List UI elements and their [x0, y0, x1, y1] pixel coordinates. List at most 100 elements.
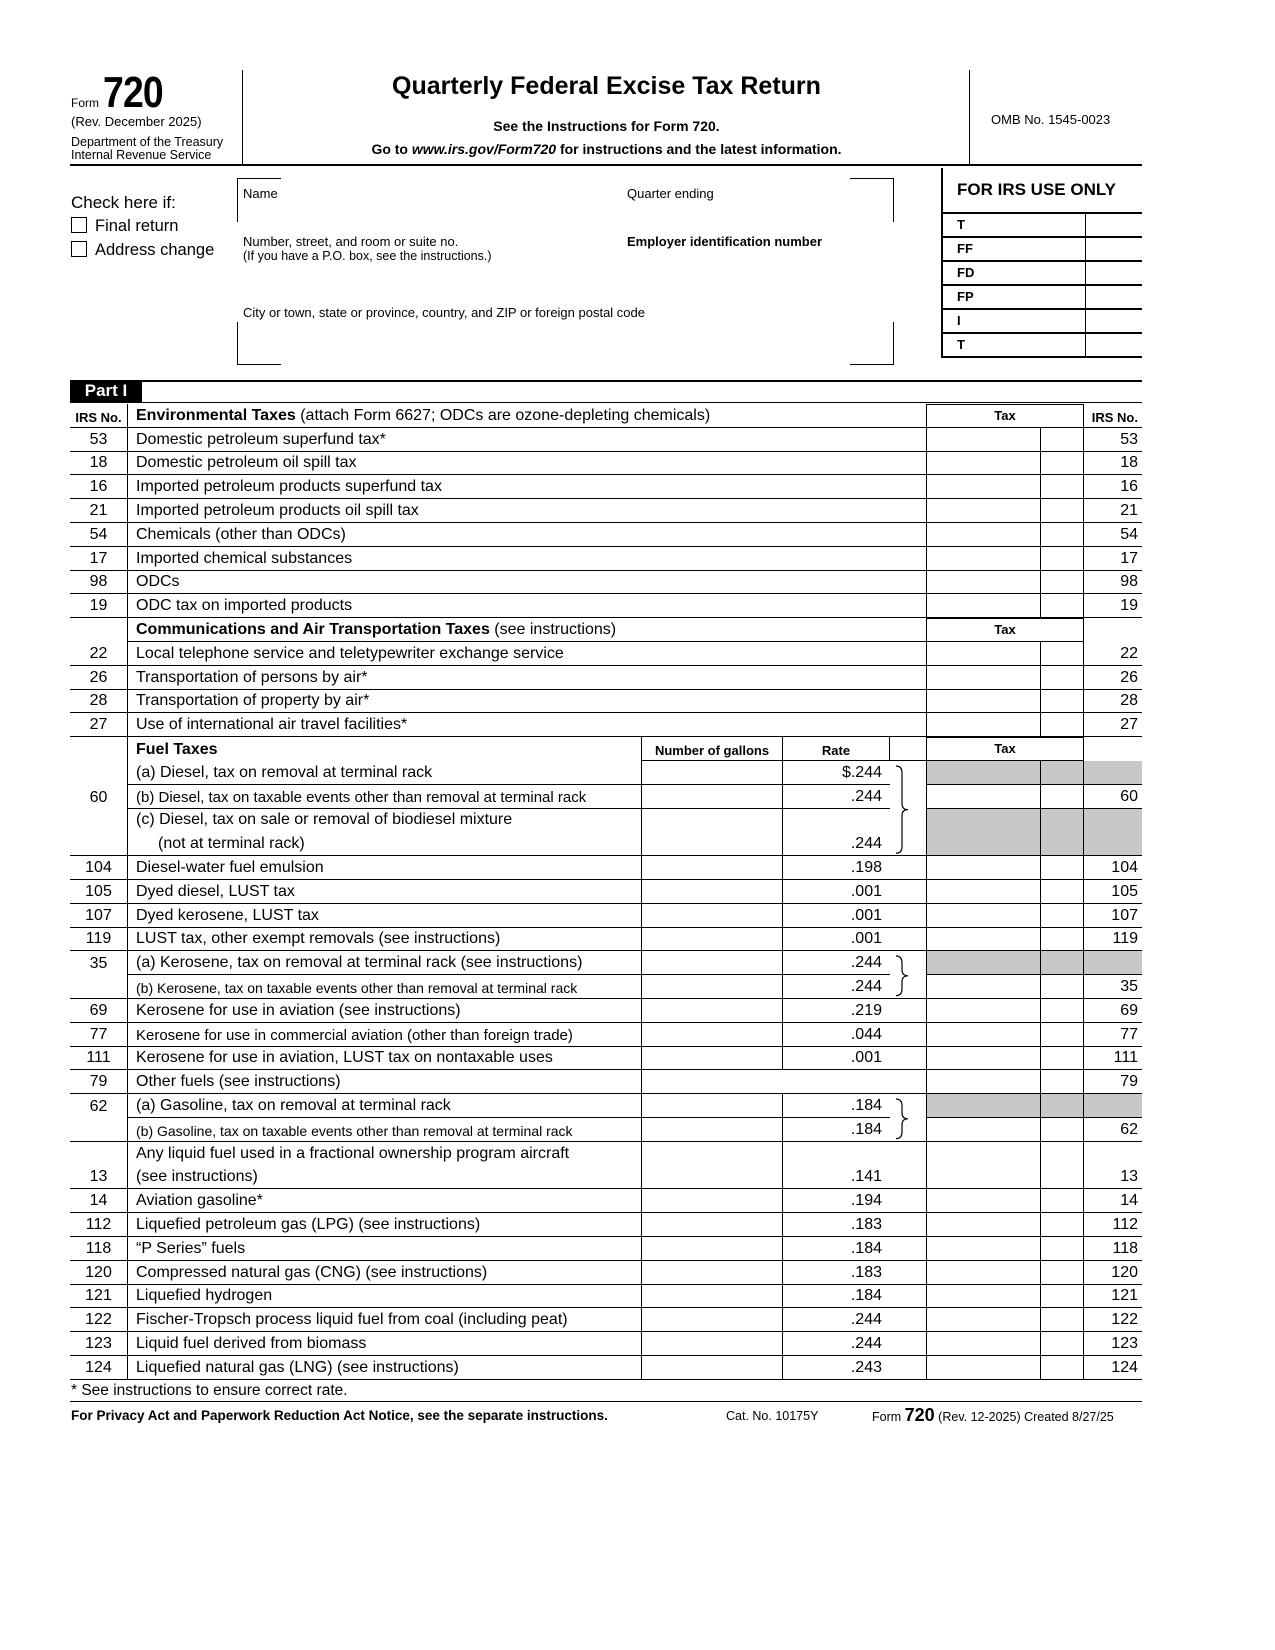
tax-cents-input[interactable] [1041, 975, 1084, 999]
tax-dollars-input[interactable] [927, 499, 1041, 523]
final-return-checkbox[interactable] [71, 217, 87, 233]
tax-cents-input[interactable] [1041, 665, 1084, 690]
tax-cents-input[interactable] [1041, 1213, 1084, 1237]
tax-dollars-input[interactable] [927, 427, 1041, 452]
gallons-input[interactable] [642, 1332, 783, 1356]
tax-cents-input[interactable] [1041, 642, 1084, 666]
tax-dollars-input[interactable] [927, 713, 1041, 738]
gallons-input[interactable] [642, 1284, 783, 1309]
tax-dollars-input[interactable] [927, 1118, 1041, 1142]
address-change-checkbox[interactable] [71, 241, 87, 257]
tax-dollars-input[interactable] [927, 903, 1041, 928]
tax-cents-input[interactable] [1041, 1284, 1084, 1309]
gallons-input[interactable] [642, 1046, 783, 1071]
irs-use-only-box: FOR IRS USE ONLY T FF FD FP I T [941, 168, 1142, 358]
gallons-input[interactable] [642, 1237, 783, 1261]
tax-cents-input[interactable] [1041, 594, 1084, 619]
gallons-input[interactable] [642, 975, 783, 999]
tax-dollars-input[interactable] [927, 856, 1041, 880]
tax-cents-input[interactable] [1041, 1260, 1084, 1285]
gallons-input[interactable] [642, 761, 783, 785]
gallons-input[interactable] [642, 1213, 783, 1237]
ein-field[interactable]: Employer identification number [627, 234, 823, 249]
tax-dollars-input[interactable] [927, 1308, 1041, 1333]
gallons-input[interactable] [642, 1260, 783, 1285]
tax-dollars-input[interactable] [927, 523, 1041, 547]
tax-dollars-input[interactable] [927, 475, 1041, 500]
tax-cents-input[interactable] [1041, 689, 1084, 714]
gallons-input[interactable] [642, 999, 783, 1023]
tax-cents-input[interactable] [1041, 1332, 1084, 1356]
tax-cents-input[interactable] [1041, 570, 1084, 595]
gallons-input[interactable] [642, 1189, 783, 1214]
tax-dollars-input[interactable] [927, 1189, 1041, 1214]
irs-link[interactable]: www.irs.gov/Form720 [411, 141, 557, 157]
tax-dollars-input[interactable] [927, 1213, 1041, 1237]
tax-cents-input[interactable] [1041, 1237, 1084, 1261]
tax-dollars-input[interactable] [927, 1356, 1041, 1380]
tax-cents-input[interactable] [1041, 1046, 1084, 1071]
gallons-input[interactable] [642, 1118, 783, 1142]
tax-dollars-input[interactable] [927, 570, 1041, 595]
tax-dollars-input[interactable] [927, 1070, 1041, 1095]
tax-dollars-input[interactable] [927, 1046, 1041, 1071]
gallons-input[interactable] [642, 1356, 783, 1380]
tax-dollars-input[interactable] [927, 451, 1041, 476]
tax-cents-input[interactable] [1041, 880, 1084, 904]
gallons-input[interactable] [642, 927, 783, 952]
tax-dollars-input[interactable] [927, 784, 1041, 809]
tax-cents-input[interactable] [1041, 903, 1084, 928]
tax-cents-input[interactable] [1041, 713, 1084, 738]
final-return-option[interactable]: Final return [71, 217, 178, 236]
tax-cents-input[interactable] [1041, 1118, 1084, 1142]
tax-dollars-input[interactable] [927, 689, 1041, 714]
tax-cents-input[interactable] [1041, 1141, 1084, 1190]
tax-dollars-input[interactable] [927, 594, 1041, 619]
tax-dollars-input[interactable] [927, 665, 1041, 690]
tax-dollars-input[interactable] [927, 1141, 1041, 1190]
tax-cents-input[interactable] [1041, 927, 1084, 952]
tax-cents-input[interactable] [1041, 499, 1084, 523]
quarter-ending-field[interactable]: Quarter ending [627, 186, 714, 201]
gallons-input[interactable] [642, 1022, 783, 1047]
tax-cents-input[interactable] [1041, 451, 1084, 476]
gallons-input[interactable] [642, 808, 783, 857]
gallons-input[interactable] [642, 951, 783, 976]
tax-dollars-input[interactable] [927, 880, 1041, 904]
tax-cents-input[interactable] [1041, 1356, 1084, 1380]
tax-cents-input[interactable] [1041, 546, 1084, 571]
name-field[interactable]: Name [243, 186, 278, 201]
tax-cents-input[interactable] [1041, 475, 1084, 500]
rate-value: .183 [783, 1261, 890, 1285]
tax-dollars-input[interactable] [927, 1260, 1041, 1285]
tax-cents-input[interactable] [1041, 999, 1084, 1023]
tax-dollars-input[interactable] [927, 642, 1041, 666]
gallons-input[interactable] [642, 1308, 783, 1333]
tax-dollars-input[interactable] [927, 546, 1041, 571]
tax-cents-input[interactable] [1041, 1022, 1084, 1047]
gallons-input[interactable] [642, 880, 783, 904]
tax-dollars-input[interactable] [927, 927, 1041, 952]
street-field[interactable]: Number, street, and room or suite no. [243, 234, 459, 249]
gallons-input[interactable] [642, 903, 783, 928]
tax-dollars-input[interactable] [927, 975, 1041, 999]
tax-cents-input[interactable] [1041, 523, 1084, 547]
tax-dollars-input[interactable] [927, 1332, 1041, 1356]
city-field[interactable]: City or town, state or province, country… [243, 305, 645, 320]
tax-cents-input[interactable] [1041, 856, 1084, 880]
tax-cents-input[interactable] [1041, 1308, 1084, 1333]
tax-cents-input[interactable] [1041, 427, 1084, 452]
tax-dollars-input[interactable] [927, 999, 1041, 1023]
tax-cents-input[interactable] [1041, 1189, 1084, 1214]
tax-cents-input[interactable] [1041, 784, 1084, 809]
gallons-input[interactable] [642, 784, 783, 809]
gallons-input[interactable] [642, 856, 783, 880]
address-change-option[interactable]: Address change [71, 241, 214, 260]
tax-cents-input[interactable] [1041, 1070, 1084, 1095]
tax-dollars-input[interactable] [927, 1237, 1041, 1261]
tax-dollars-input[interactable] [927, 1284, 1041, 1309]
tax-dollars-input[interactable] [927, 1022, 1041, 1047]
gallons-input[interactable] [642, 1094, 783, 1118]
gallons-input[interactable] [642, 1141, 783, 1190]
form-number: 720 [103, 68, 164, 117]
